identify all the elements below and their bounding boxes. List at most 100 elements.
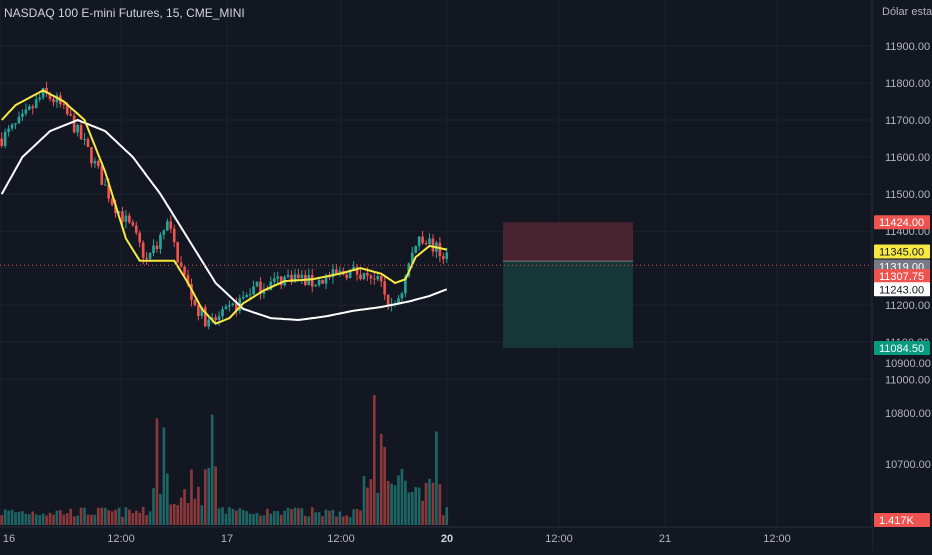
candle-body [421,236,424,244]
volume-bar [373,395,376,525]
volume-bar [314,512,317,525]
candle-body [69,114,73,116]
volume-bar [197,486,200,525]
volume-bar [172,504,176,525]
volume-bar [14,512,17,525]
volume-bar [317,512,321,525]
candle-body [214,317,217,321]
volume-bar [90,514,93,525]
volume-bar [69,508,73,525]
volume-bar [3,509,7,525]
candle-body [186,274,190,285]
candle-body [352,266,355,270]
volume-bar [279,514,283,525]
volume-bar [238,508,242,525]
candle-body [310,275,314,287]
candle-body [41,88,45,98]
stop-loss-zone [503,222,633,262]
volume-bar [297,508,300,525]
candle-body [134,225,138,233]
price-tick-label: 11200.00 [885,300,930,312]
volume-bar [28,514,31,525]
candle-body [124,215,128,222]
volume-bar [404,480,407,525]
volume-bar [431,482,435,525]
time-tick-label: 16 [3,533,15,545]
volume-bar [331,509,335,525]
candle-body [21,113,24,117]
candle-body [400,293,404,299]
volume-bar [124,507,128,525]
candle-body [269,281,273,290]
volume-bar [166,473,169,525]
price-axis[interactable]: 11000.0011100.0011200.0011300.0011400.00… [871,0,932,550]
candle-body [286,274,290,277]
volume-bar [10,509,14,525]
candle-body [335,269,338,274]
candle-body [328,276,331,278]
candle-body [300,274,304,279]
candle-body [431,238,435,252]
volume-bar [241,510,245,525]
volume-bar [41,513,45,525]
candle-body [362,272,366,280]
volume-bar [114,509,117,525]
candle-body [290,274,293,283]
volume-bar [145,515,148,525]
candle-body [103,184,107,186]
candle-body [38,97,41,100]
volume-bar [335,516,338,525]
volume-bar [400,468,404,525]
candle-body [272,278,276,282]
candle-body [404,276,407,294]
candle-body [438,242,442,257]
position-tool[interactable] [503,222,633,348]
candle-body [176,242,179,263]
volume-bar [131,512,135,525]
candle-body [148,253,152,259]
volume-bar [169,504,173,525]
volume-bar [0,515,4,525]
candle-body [386,294,390,306]
candle-body [10,124,14,129]
candle-body [359,274,362,280]
volume-bar [224,513,228,525]
volume-bar [179,497,183,525]
candle-body [207,319,211,327]
volume-bar [397,475,400,525]
symbol-title[interactable]: NASDAQ 100 E-mini Futures, 15, CME_MINI [4,6,245,20]
time-axis[interactable]: 16 12:00 17 12:00 20 12:00 21 12:00 [0,526,872,550]
candle-body [190,284,193,300]
volume-bar [65,513,69,525]
volume-bar [348,517,352,525]
slow-moving-average [0,118,448,322]
candle-body [321,279,324,284]
candle-body [155,245,159,250]
candle-body [373,278,376,280]
take-profit-zone [503,261,633,348]
volume-bar [424,482,428,525]
volume-bar [38,515,41,525]
candle-body [193,299,197,306]
volume-tick-label: 10700.00 [885,459,931,471]
volume-bar [407,492,411,525]
volume-bar [304,515,307,525]
volume-bar [362,476,366,525]
time-tick-label: 21 [659,533,671,545]
currency-label[interactable]: Dólar estad [882,6,932,18]
volume-bar [276,510,280,525]
volume-bar [300,508,304,525]
volume-bar [445,507,449,525]
volume-bar [210,414,214,525]
volume-bar [228,507,231,525]
volume-bar [379,434,383,525]
volume-bar [338,511,342,525]
volume-bar [393,485,397,525]
candle-body [162,230,166,235]
price-label-tag [874,244,930,259]
moving-averages [0,89,448,325]
volume-bar [193,498,197,525]
